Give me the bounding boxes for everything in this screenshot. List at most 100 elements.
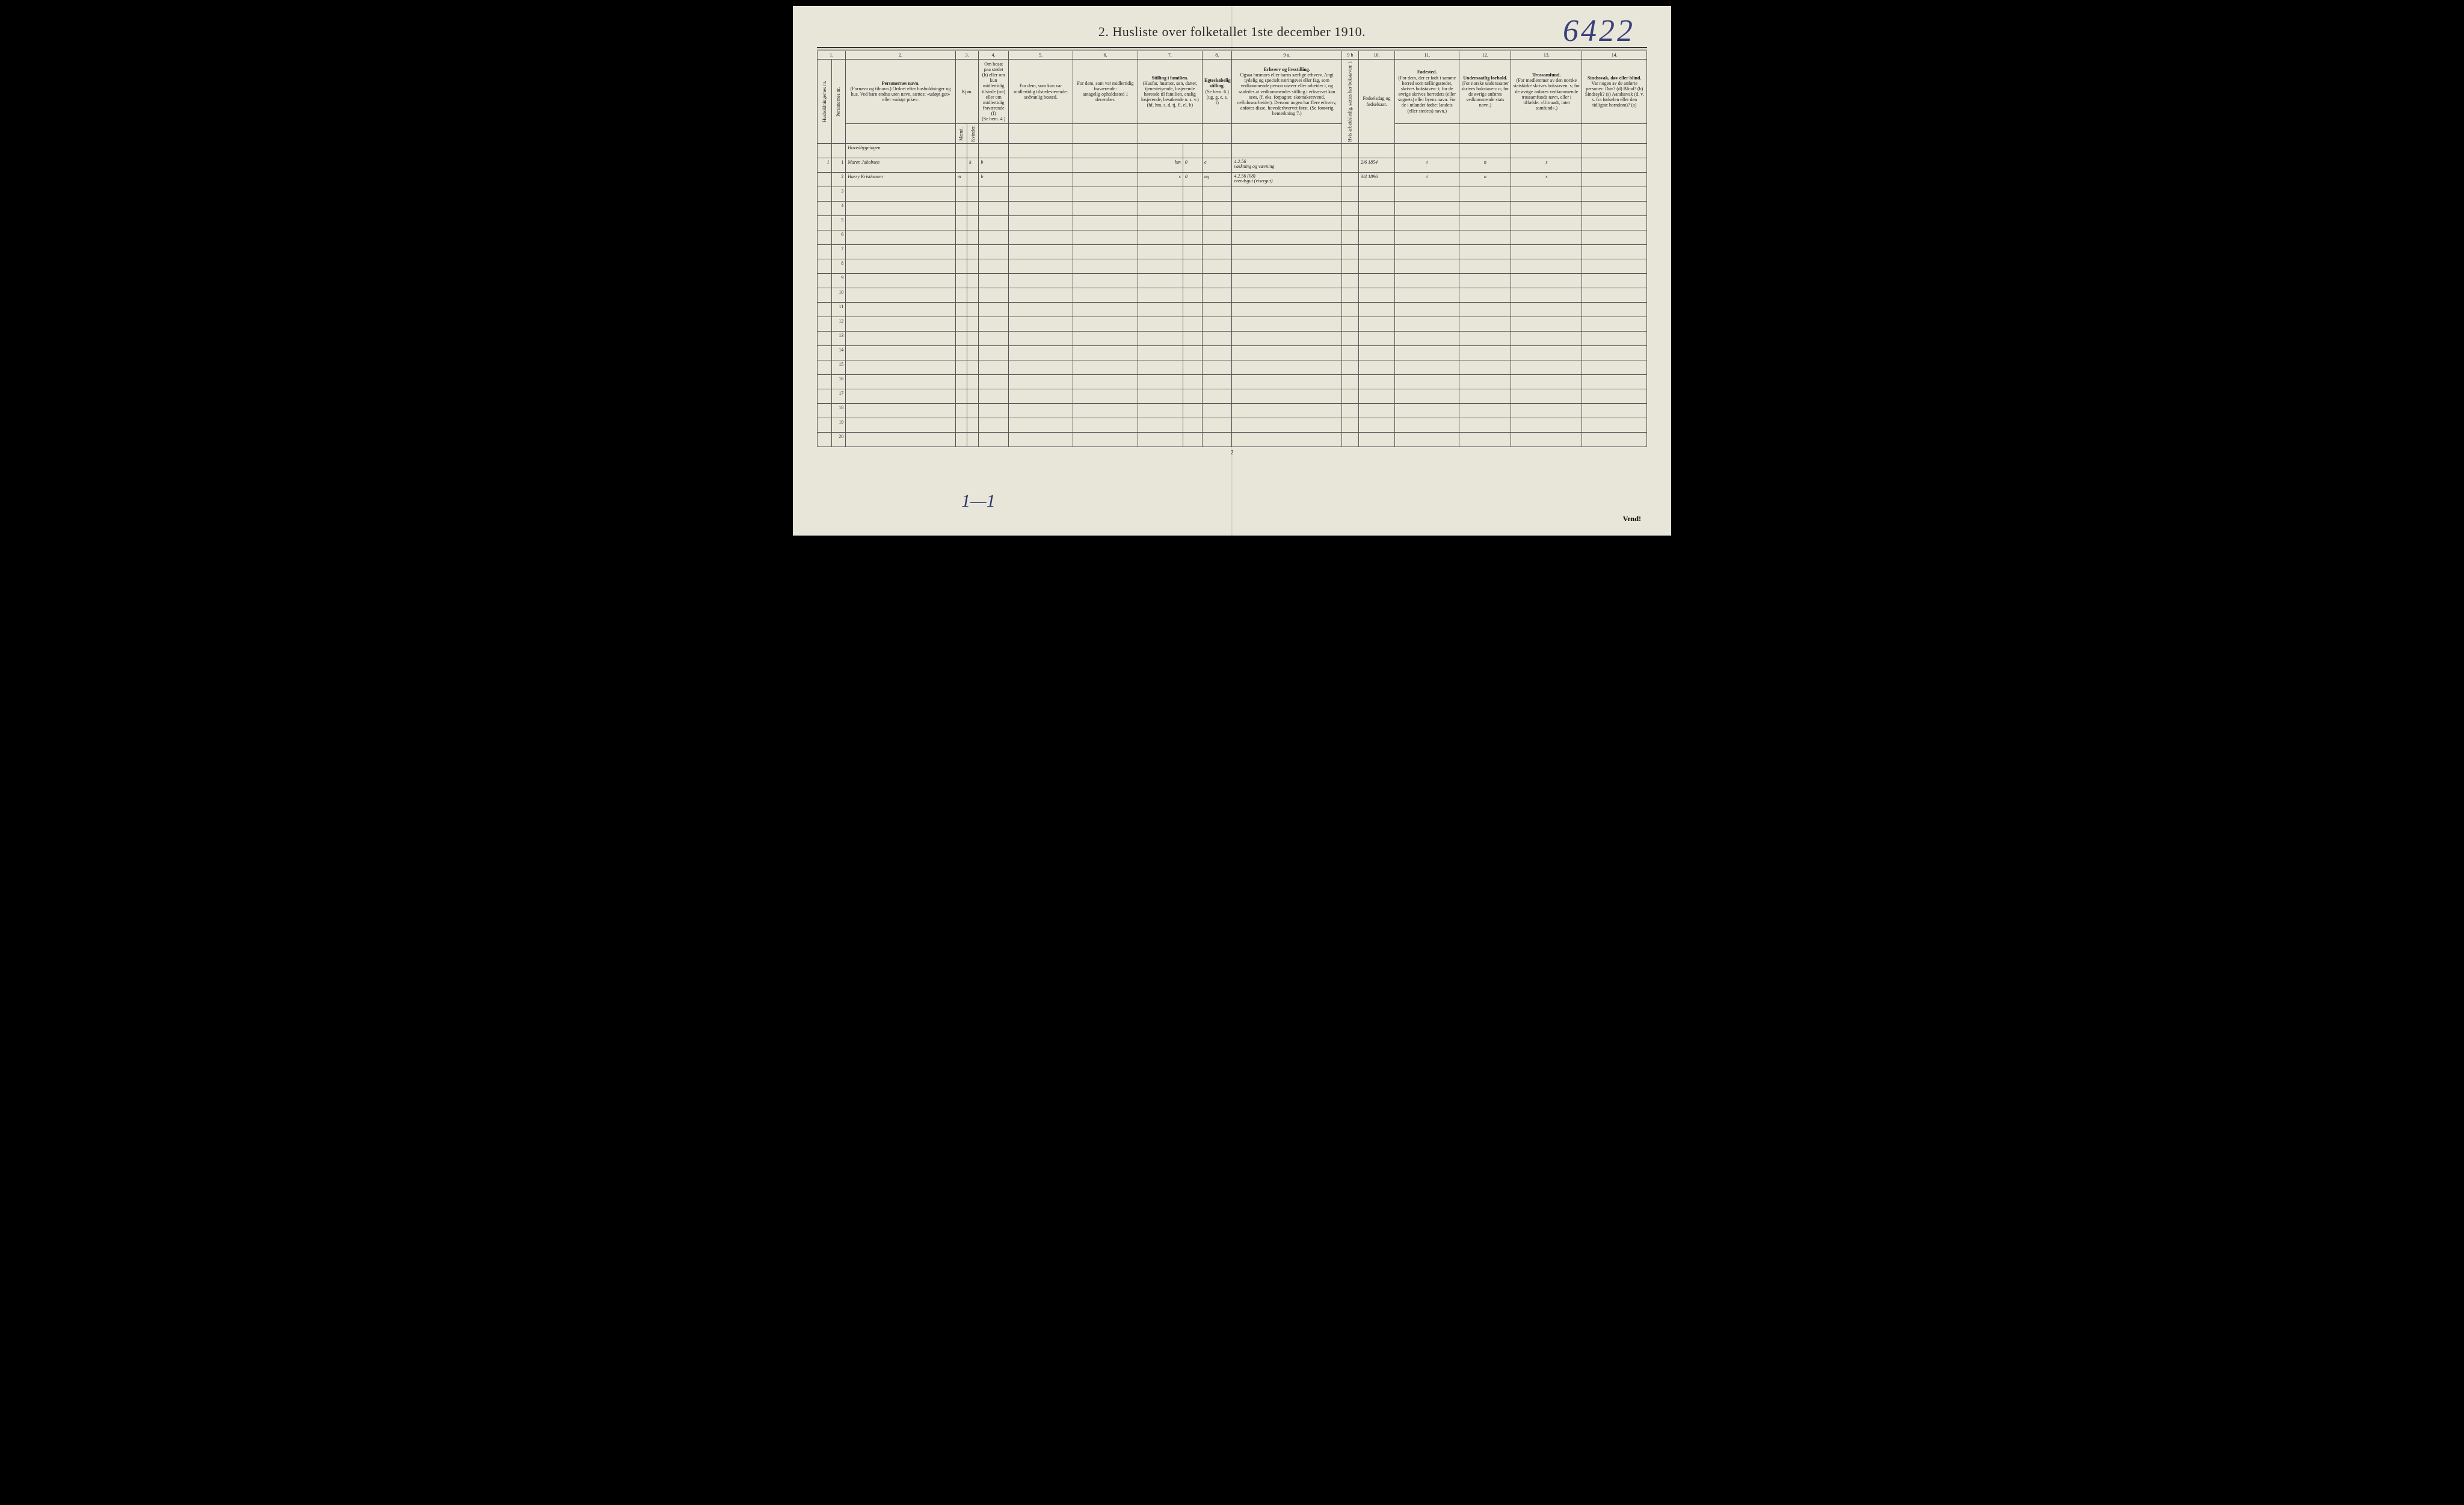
cell-empty	[1582, 230, 1647, 245]
cell-empty	[1395, 202, 1459, 216]
cell-empty	[1395, 389, 1459, 404]
cell-empty	[1008, 245, 1073, 259]
cell-empty	[1358, 303, 1394, 317]
cell-empty	[1073, 332, 1138, 346]
cell-bosat: b	[979, 158, 1008, 173]
cell-empty	[846, 317, 956, 332]
cell-empty	[1341, 433, 1358, 447]
cell-empty	[846, 389, 956, 404]
cell-empty	[967, 404, 979, 418]
cell-empty	[1138, 317, 1183, 332]
cell-empty	[1073, 259, 1138, 274]
cell-empty	[1008, 230, 1073, 245]
cell-empty	[1395, 216, 1459, 230]
cell-empty	[846, 332, 956, 346]
cell-empty	[1232, 360, 1342, 375]
sh-c10	[1358, 144, 1394, 158]
cell-empty	[1008, 418, 1073, 433]
h-c11: Fødested. (For dem, der er født i samme …	[1395, 60, 1459, 124]
cell-empty	[1232, 389, 1342, 404]
cell-c14	[1582, 158, 1647, 173]
cell-empty	[1183, 259, 1202, 274]
cell-empty	[1459, 375, 1511, 389]
cell-pnr: 7	[831, 245, 846, 259]
cell-empty	[1203, 317, 1232, 332]
cell-empty	[1073, 317, 1138, 332]
cell-empty	[1073, 288, 1138, 303]
cell-empty	[1358, 433, 1394, 447]
cell-hnr	[818, 259, 832, 274]
cell-empty	[1358, 404, 1394, 418]
cell-empty	[1582, 216, 1647, 230]
cell-empty	[967, 288, 979, 303]
cell-empty	[1138, 259, 1183, 274]
cell-empty	[1073, 418, 1138, 433]
colnum-1: 1.	[818, 51, 846, 60]
cell-empty	[1358, 230, 1394, 245]
cell-empty	[979, 259, 1008, 274]
cell-empty	[1459, 259, 1511, 274]
cell-pnr: 11	[831, 303, 846, 317]
sh-c13	[1511, 144, 1582, 158]
cell-hnr	[818, 216, 832, 230]
cell-empty	[1203, 433, 1232, 447]
h-c14: Sindssvak, døv eller blind. Var nogen av…	[1582, 60, 1647, 124]
cell-empty	[1358, 389, 1394, 404]
cell-empty	[1183, 245, 1202, 259]
cell-empty	[1358, 360, 1394, 375]
cell-empty	[955, 288, 967, 303]
cell-empty	[846, 216, 956, 230]
cell-empty	[1008, 332, 1073, 346]
h-c8-sub: (Se bem. 6.) (ug, g, e, s, f)	[1206, 89, 1229, 105]
cell-empty	[1358, 187, 1394, 202]
cell-empty	[1138, 404, 1183, 418]
cell-empty	[1138, 245, 1183, 259]
cell-empty	[1511, 418, 1582, 433]
cell-empty	[1203, 187, 1232, 202]
sh-c9a	[1232, 144, 1342, 158]
cell-empty	[1341, 404, 1358, 418]
h-c6-empty	[1073, 124, 1138, 144]
cell-empty	[979, 332, 1008, 346]
cell-o: 0	[1183, 173, 1202, 187]
cell-empty	[967, 360, 979, 375]
cell-empty	[1395, 360, 1459, 375]
cell-empty	[846, 433, 956, 447]
cell-pnr: 2	[831, 173, 846, 187]
sh-c1	[818, 144, 832, 158]
cell-empty	[955, 346, 967, 360]
cell-empty	[1511, 360, 1582, 375]
cell-empty	[1341, 303, 1358, 317]
cell-empty	[979, 187, 1008, 202]
cell-empty	[1232, 404, 1342, 418]
cell-empty	[967, 274, 979, 288]
sh-c3m	[955, 144, 967, 158]
cell-bosat: b	[979, 173, 1008, 187]
vend-label: Vend!	[1623, 515, 1641, 524]
h-c5-sub: sedvanlig bosted.	[1024, 94, 1058, 100]
cell-empty	[1008, 346, 1073, 360]
cell-empty	[967, 187, 979, 202]
cell-empty	[979, 216, 1008, 230]
cell-empty	[1459, 433, 1511, 447]
cell-under: n	[1459, 173, 1511, 187]
section-heading: Hovedbygningen	[846, 144, 956, 158]
cell-empty	[1582, 433, 1647, 447]
cell-empty	[1008, 187, 1073, 202]
h-c12-title: Undersaatlig forhold.	[1463, 75, 1507, 81]
cell-empty	[955, 303, 967, 317]
cell-empty	[1358, 216, 1394, 230]
cell-empty	[967, 216, 979, 230]
colnum-9a: 9 a.	[1232, 51, 1342, 60]
cell-empty	[1459, 202, 1511, 216]
cell-empty	[1582, 317, 1647, 332]
cell-empty	[1341, 332, 1358, 346]
cell-empty	[1341, 274, 1358, 288]
h-c14-title: Sindssvak, døv eller blind.	[1588, 75, 1641, 81]
cell-empty	[1511, 230, 1582, 245]
cell-c6	[1073, 158, 1138, 173]
cell-empty	[1203, 288, 1232, 303]
cell-empty	[967, 375, 979, 389]
cell-empty	[1582, 332, 1647, 346]
cell-empty	[1459, 404, 1511, 418]
